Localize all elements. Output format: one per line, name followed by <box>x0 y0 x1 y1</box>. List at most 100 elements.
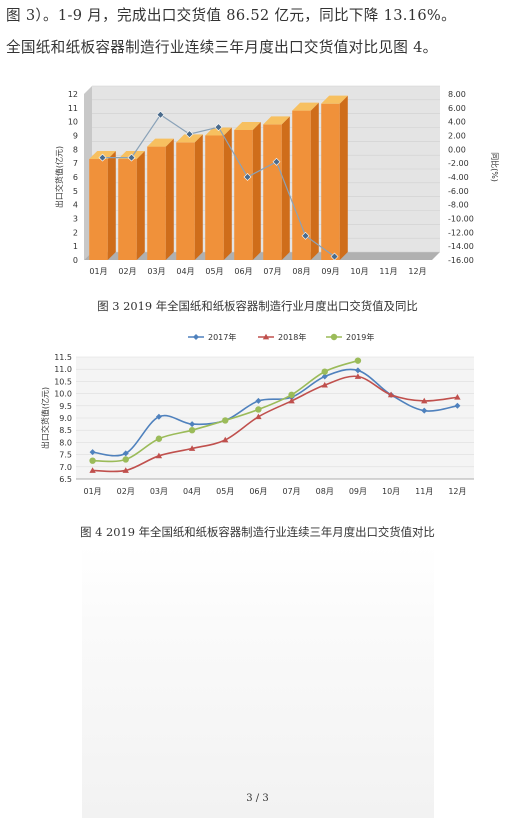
x-tick-label: 07月 <box>263 267 281 276</box>
yoy-point <box>301 231 310 240</box>
series-marker <box>188 427 196 434</box>
series-marker <box>189 421 196 428</box>
y-tick-label: 6 <box>73 173 78 182</box>
y-tick-label: 7.5 <box>59 451 72 460</box>
bar <box>89 159 108 260</box>
x-tick-label: 07月 <box>282 487 300 496</box>
series-marker <box>89 457 96 464</box>
bar <box>176 142 195 260</box>
x-tick-label: 03月 <box>150 487 168 496</box>
x-tick-label: 02月 <box>118 267 136 276</box>
bar-side <box>165 138 174 260</box>
bar-top <box>234 121 261 130</box>
series-marker <box>387 391 395 398</box>
series-marker <box>255 406 262 413</box>
y-tick-label: 10.0 <box>54 390 72 399</box>
series-marker <box>222 436 229 443</box>
series-marker <box>354 367 361 374</box>
bar <box>147 146 166 260</box>
yoy-point <box>98 153 107 162</box>
bar-top <box>176 134 203 143</box>
series-marker <box>222 417 229 424</box>
x-tick-label: 04月 <box>183 487 201 496</box>
x-tick-label: 10月 <box>382 487 400 496</box>
y2-tick-label: -12.00 <box>448 228 474 237</box>
y2-tick-label: -2.00 <box>448 159 469 168</box>
y-tick-label: 9.0 <box>59 414 72 423</box>
series-marker <box>421 407 428 414</box>
page-background-shade <box>82 545 434 818</box>
series-marker <box>255 413 262 420</box>
yoy-point <box>156 110 165 119</box>
y-tick-label: 11.5 <box>54 353 72 362</box>
y-axis-title: 出口交货值(亿元) <box>54 146 64 208</box>
x-tick-label: 01月 <box>89 267 107 276</box>
y2-tick-label: 8.00 <box>448 90 466 99</box>
series-marker <box>89 467 96 473</box>
y-tick-label: 2 <box>73 228 78 237</box>
bar <box>234 129 253 260</box>
x-tick-label: 12月 <box>448 487 466 496</box>
yoy-point <box>272 157 281 166</box>
yoy-point <box>185 130 194 139</box>
y2-tick-label: -6.00 <box>448 187 469 196</box>
yoy-point <box>330 252 339 261</box>
figure-3-caption: 图 3 2019 年全国纸和纸板容器制造行业月度出口交货值及同比 <box>97 299 418 313</box>
y-tick-label: 8.5 <box>59 426 72 435</box>
y-tick-label: 10 <box>68 118 78 127</box>
bar-top <box>321 95 348 104</box>
bar-side <box>310 102 319 260</box>
series-marker <box>288 397 295 404</box>
series-marker <box>89 449 96 456</box>
figure-4-line-chart: 6.5 7.0 7.5 8.0 8.5 9.0 9.5 10.0 10.5 11.0 11.5 出口交… <box>40 332 474 496</box>
series-marker <box>354 373 362 379</box>
x-tick-label: 12月 <box>408 267 426 276</box>
y2-tick-label: 2.00 <box>448 132 466 141</box>
series-marker <box>122 467 129 473</box>
series-marker <box>155 413 162 420</box>
x-tick-label: 09月 <box>349 487 367 496</box>
y-tick-label: 8 <box>73 145 78 154</box>
series-line <box>92 375 458 473</box>
bar-top <box>205 127 232 136</box>
series-marker <box>262 333 270 340</box>
y-tick-label: 7.0 <box>59 463 72 472</box>
y-tick-label: 1 <box>73 242 78 251</box>
y-tick-label: 8.0 <box>59 438 72 447</box>
y2-tick-label: 6.00 <box>448 104 466 113</box>
bar-side <box>107 151 116 260</box>
x-tick-label: 05月 <box>216 487 234 496</box>
y-axis-title: 出口交货值(亿元) <box>40 387 50 449</box>
yoy-point <box>214 123 223 132</box>
y-tick-label: 0 <box>73 256 78 265</box>
series-marker <box>193 334 199 340</box>
bar <box>263 124 282 260</box>
x-tick-label: 11月 <box>415 487 433 496</box>
x-tick-label: 06月 <box>249 487 267 496</box>
y-tick-label: 12 <box>68 90 78 99</box>
y2-tick-label: -16.00 <box>448 256 474 265</box>
series-marker <box>122 456 129 463</box>
legend-label: 2017年 <box>208 332 236 342</box>
series-marker <box>330 333 338 341</box>
bar-side <box>194 134 203 260</box>
y2-axis-title: 同比(%) <box>490 152 500 182</box>
bar <box>118 159 137 260</box>
page-number: 3 / 3 <box>246 793 269 804</box>
legend-label: 2019年 <box>346 332 374 342</box>
y-tick-label: 7 <box>73 159 78 168</box>
x-tick-label: 08月 <box>316 487 334 496</box>
yoy-point <box>243 173 252 181</box>
bar-side <box>252 121 261 260</box>
y-tick-label: 3 <box>73 215 78 224</box>
floor <box>84 252 440 260</box>
bar-top <box>263 116 290 125</box>
y-tick-label: 4 <box>73 201 78 210</box>
series-marker <box>321 368 328 375</box>
bar <box>321 103 340 260</box>
y-tick-label: 9 <box>73 132 78 141</box>
x-tick-label: 11月 <box>379 267 397 276</box>
bar-side <box>223 127 232 260</box>
series-marker <box>421 397 428 404</box>
